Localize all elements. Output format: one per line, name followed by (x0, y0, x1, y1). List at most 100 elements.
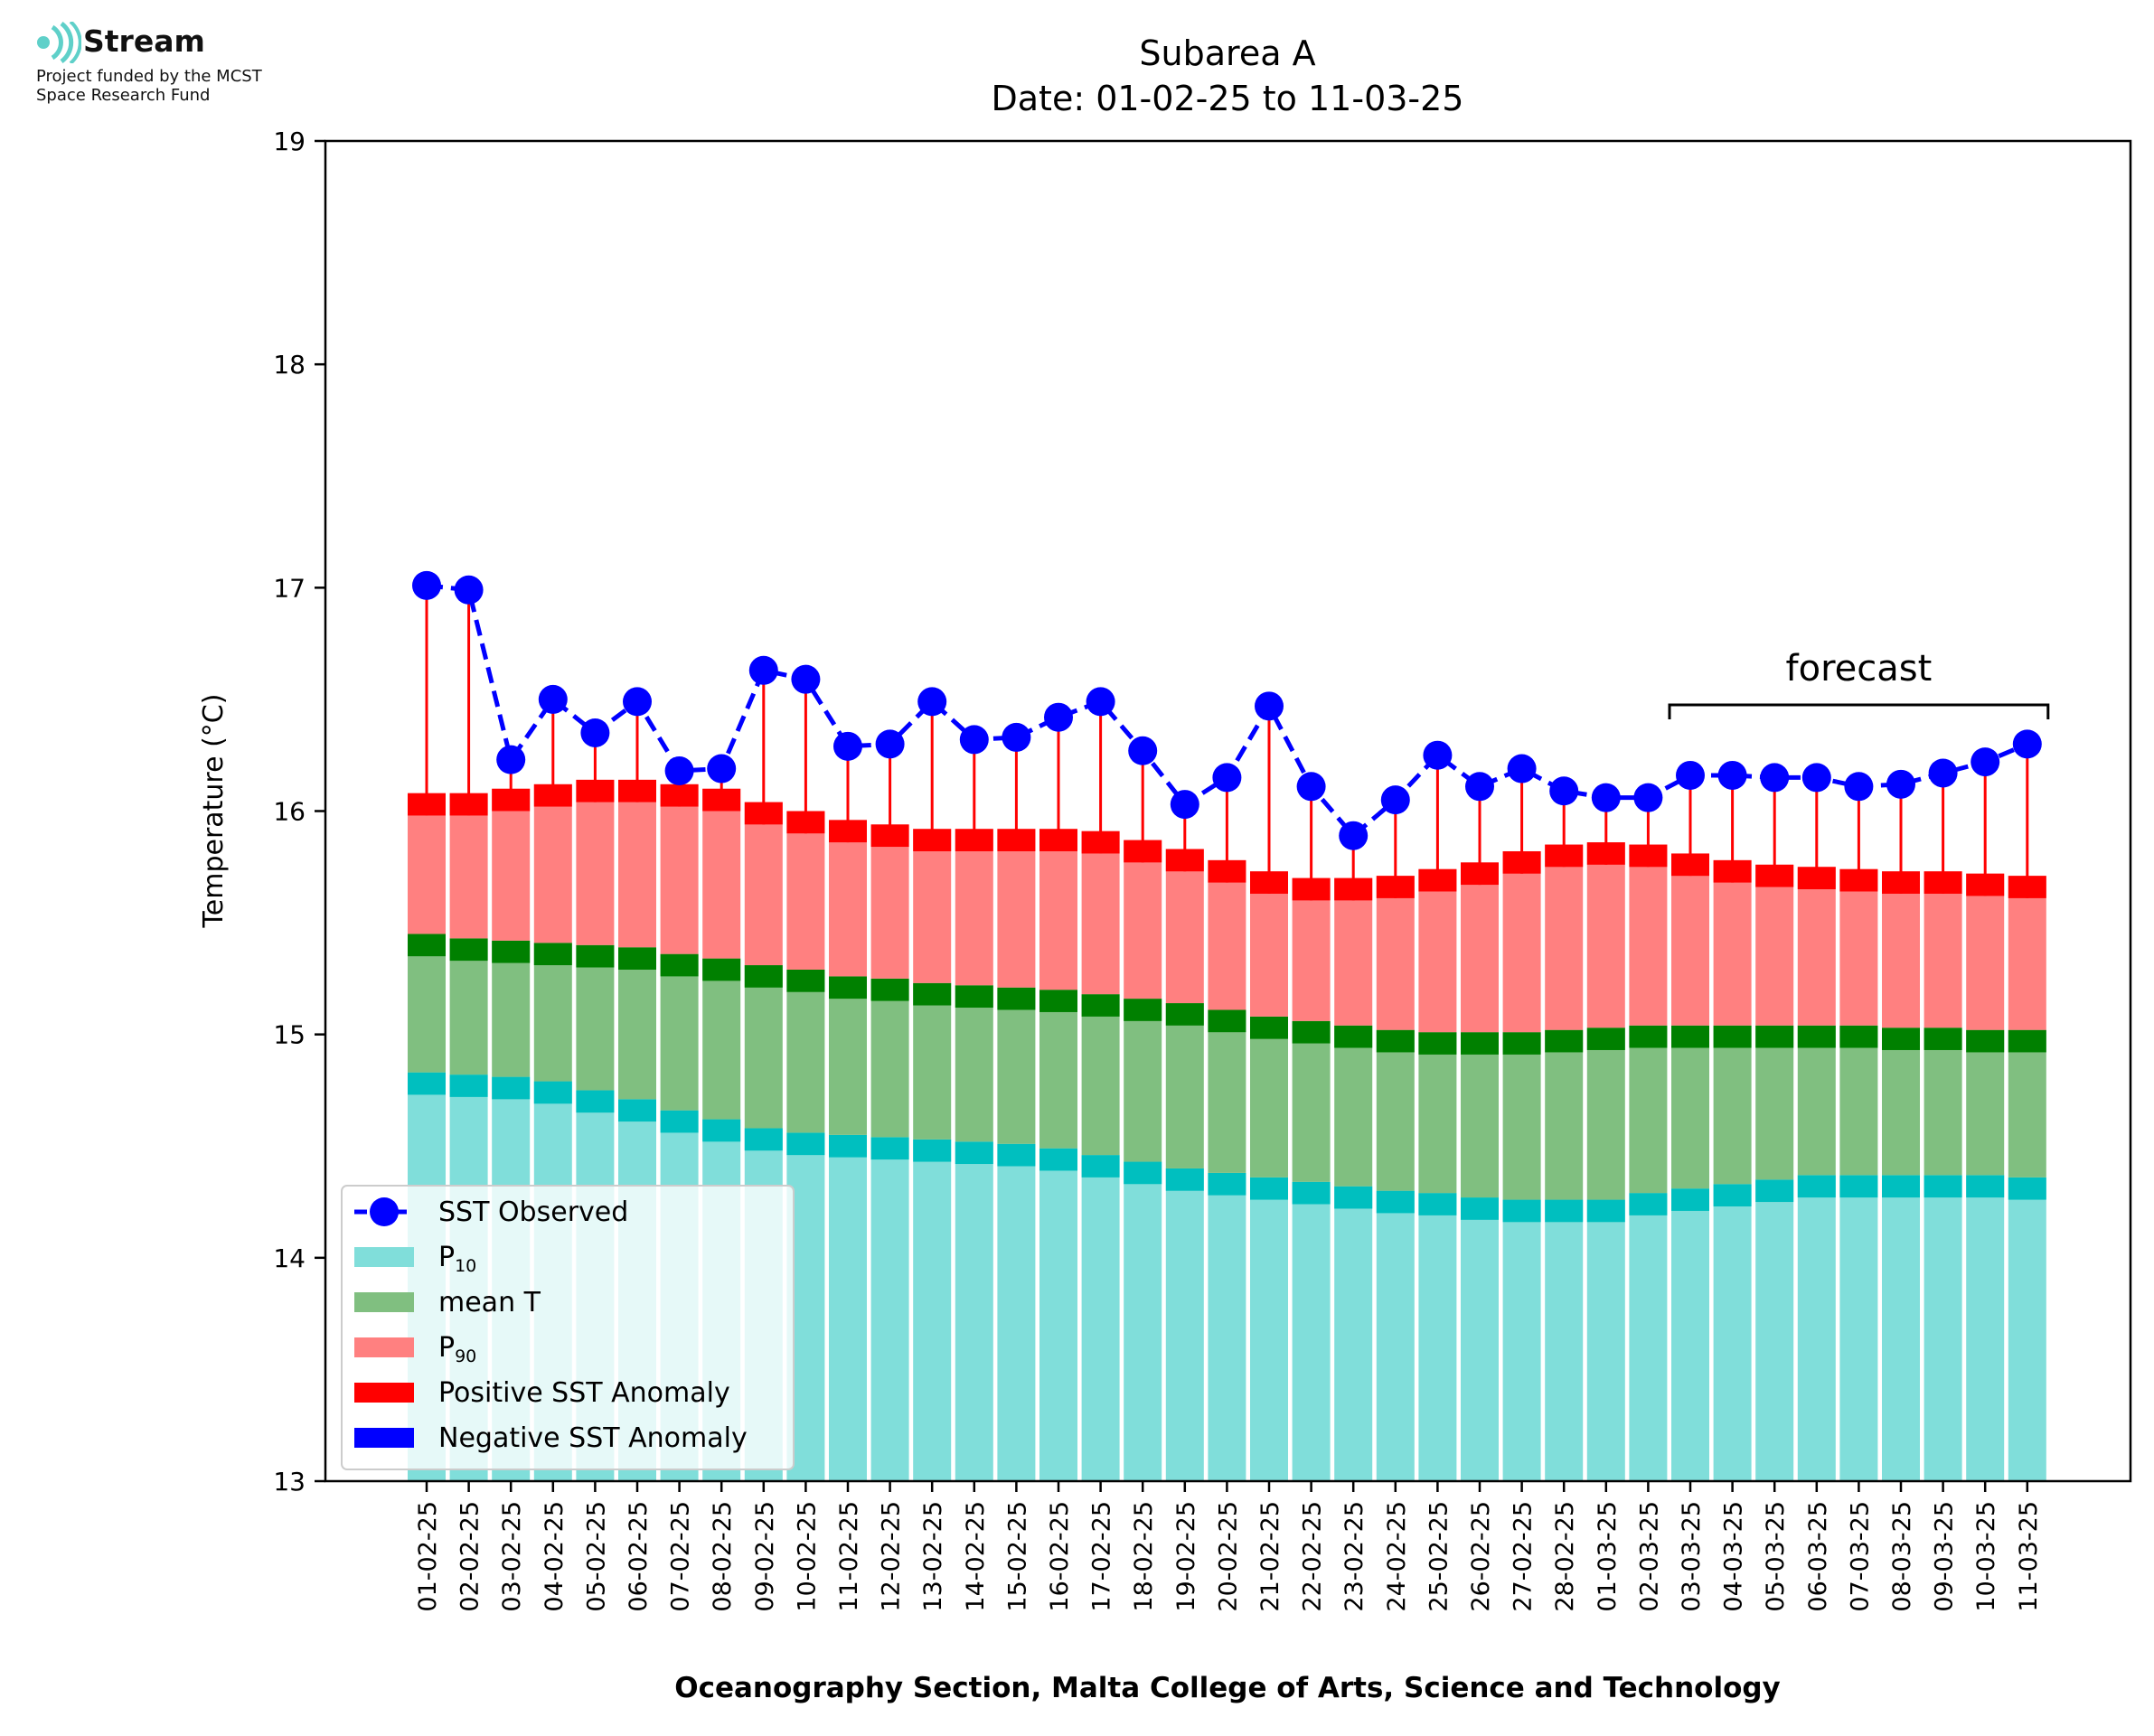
bar-mean (1755, 1025, 1794, 1180)
x-tick-label: 10-02-25 (793, 1501, 821, 1612)
bar-p10-edge (955, 1141, 993, 1165)
bar-p10 (2008, 1177, 2046, 1481)
bar-mean (1586, 1028, 1625, 1200)
bar-p10-edge (1208, 1172, 1246, 1196)
x-tick-label: 09-03-25 (1931, 1501, 1959, 1612)
x-tick-label: 01-03-25 (1594, 1501, 1622, 1612)
x-tick-label: 08-03-25 (1888, 1501, 1916, 1612)
bar-p10 (913, 1139, 952, 1481)
bar-p10-edge (870, 1137, 909, 1160)
x-tick-label: 07-03-25 (1846, 1501, 1874, 1612)
bar-mean (2008, 1029, 2046, 1178)
bar-mean (744, 965, 783, 1129)
bar-p10 (1924, 1175, 1962, 1481)
bar-p90 (1039, 829, 1077, 990)
bar-p10 (1376, 1190, 1415, 1481)
brand-name: Stream (83, 23, 205, 59)
sst-observed-point (875, 729, 905, 759)
sst-observed-point (917, 687, 947, 717)
x-tick-label: 04-03-25 (1720, 1501, 1748, 1612)
bar-p10 (1081, 1155, 1120, 1481)
bar-p90 (1629, 844, 1668, 1026)
bar-mean-edge (913, 982, 952, 1006)
bar-mean-edge (1671, 1025, 1709, 1048)
x-tick-label: 02-02-25 (456, 1501, 484, 1612)
bar-p90 (913, 829, 952, 983)
bar-p90 (2008, 876, 2046, 1030)
bar-p10-edge (1839, 1175, 1878, 1198)
sst-observed-point (580, 718, 610, 747)
bar-mean-edge (1966, 1029, 2005, 1053)
legend-label: Negative SST Anomaly (438, 1422, 748, 1454)
x-tick-label: 03-02-25 (498, 1501, 526, 1612)
bar-mean-edge (1586, 1028, 1625, 1050)
bar-mean (660, 953, 699, 1111)
bar-p10-edge (408, 1072, 446, 1095)
bar-mean-edge (997, 987, 1036, 1010)
bar-p90 (1839, 868, 1878, 1026)
bar-mean (997, 987, 1036, 1144)
bar-p10 (1208, 1172, 1246, 1481)
bar-mean-edge (870, 978, 909, 1001)
bar-p10-edge (1292, 1181, 1331, 1205)
y-tick-label: 13 (273, 1467, 306, 1497)
sst-observed-point (1170, 790, 1199, 820)
sst-observed-point (1255, 691, 1284, 721)
bar-mean-edge (576, 944, 615, 968)
x-tick-label: 11-02-25 (835, 1501, 863, 1612)
bar-p10-edge (660, 1110, 699, 1133)
bar-mean (1418, 1032, 1457, 1194)
legend-box (341, 1185, 795, 1470)
bar-mean (1292, 1020, 1331, 1182)
bar-p10 (1797, 1175, 1836, 1481)
bar-p10 (955, 1141, 993, 1481)
bar-p10 (997, 1143, 1036, 1481)
bar-mean (449, 938, 488, 1075)
x-tick-label: 28-02-25 (1551, 1501, 1579, 1612)
sst-observed-point (791, 664, 821, 694)
bar-mean-edge (492, 940, 531, 963)
bar-p90 (1208, 859, 1246, 1010)
bar-mean-edge (1797, 1025, 1836, 1048)
bar-p90 (829, 820, 867, 977)
bar-p90 (1671, 853, 1709, 1026)
sst-observed-point (1086, 687, 1115, 717)
y-tick-label: 16 (273, 797, 306, 827)
bar-mean-edge (1208, 1009, 1246, 1033)
bar-p10-edge (449, 1074, 488, 1097)
sst-observed-point (1886, 769, 1915, 799)
bar-p10 (1502, 1199, 1541, 1481)
bar-p90 (1755, 864, 1794, 1026)
chart-title: Subarea A (1139, 33, 1315, 73)
bar-p10 (1882, 1175, 1920, 1481)
y-axis: 13 14 15 16 17 18 19 (273, 127, 325, 1497)
sst-observed-point (1423, 740, 1453, 770)
bar-mean-edge (1124, 999, 1162, 1021)
sst-observed-point (1044, 702, 1073, 732)
bar-mean (1839, 1025, 1878, 1176)
y-tick-label: 19 (273, 127, 306, 156)
legend-marker-swatch (370, 1197, 399, 1226)
bar-mean (913, 982, 952, 1140)
y-axis-label: Temperature (°C) (198, 694, 230, 929)
bar-p90 (744, 802, 783, 966)
bar-p90 (408, 793, 446, 934)
bar-p10 (1755, 1179, 1794, 1481)
bar-mean-edge (1882, 1028, 1920, 1050)
sst-observed-point (1633, 783, 1663, 812)
x-tick-label: 18-02-25 (1130, 1501, 1158, 1612)
brand-subtitle: Project funded by the MCST Space Researc… (36, 67, 262, 105)
x-tick-label: 16-02-25 (1046, 1501, 1074, 1612)
bar-mean (1376, 1029, 1415, 1191)
bar-mean (1797, 1025, 1836, 1176)
bar-mean (533, 943, 572, 1082)
bar-p90 (1502, 850, 1541, 1033)
bar-mean (1924, 1028, 1962, 1176)
bar-mean (1629, 1025, 1668, 1194)
legend-patch-swatch (354, 1247, 414, 1267)
sst-observed-point (2012, 729, 2042, 759)
x-tick-label: 17-02-25 (1088, 1501, 1116, 1612)
bar-p10-edge (786, 1132, 825, 1156)
bar-mean-edge (1292, 1020, 1331, 1044)
